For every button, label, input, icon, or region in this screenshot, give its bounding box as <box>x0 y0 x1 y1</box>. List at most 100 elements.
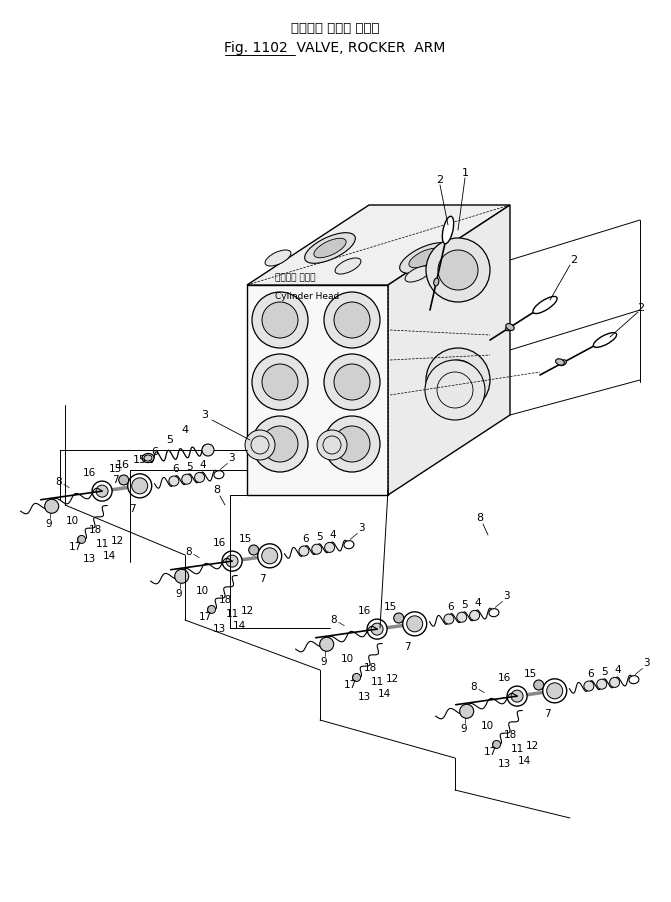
Circle shape <box>426 238 490 302</box>
Circle shape <box>312 544 322 554</box>
Text: 6: 6 <box>448 602 454 612</box>
Text: 7: 7 <box>405 642 411 652</box>
Circle shape <box>394 613 404 623</box>
Circle shape <box>226 555 238 567</box>
Text: 14: 14 <box>103 551 116 561</box>
Ellipse shape <box>142 454 154 463</box>
Text: 2: 2 <box>570 255 578 265</box>
Circle shape <box>438 360 478 400</box>
Text: 4: 4 <box>614 665 621 675</box>
Ellipse shape <box>405 266 431 282</box>
Text: 15: 15 <box>133 455 147 465</box>
Text: 2: 2 <box>436 175 444 185</box>
Circle shape <box>325 542 335 552</box>
Text: 18: 18 <box>504 731 517 741</box>
Circle shape <box>119 475 129 485</box>
Text: 13: 13 <box>498 759 511 769</box>
Circle shape <box>543 679 567 703</box>
Text: Fig. 1102  VALVE, ROCKER  ARM: Fig. 1102 VALVE, ROCKER ARM <box>224 41 446 55</box>
Circle shape <box>262 548 278 564</box>
Circle shape <box>334 364 370 400</box>
Circle shape <box>597 679 607 689</box>
Circle shape <box>222 551 242 571</box>
Ellipse shape <box>305 233 356 263</box>
Text: 9: 9 <box>176 589 183 599</box>
Text: 7: 7 <box>111 475 118 485</box>
Circle shape <box>174 569 189 584</box>
Polygon shape <box>247 205 510 285</box>
Text: 6: 6 <box>172 464 179 474</box>
Text: 14: 14 <box>233 621 246 630</box>
Text: 14: 14 <box>378 689 391 699</box>
Circle shape <box>258 544 282 568</box>
Circle shape <box>96 485 108 497</box>
Text: 17: 17 <box>199 612 212 622</box>
Ellipse shape <box>400 243 450 273</box>
Ellipse shape <box>559 360 566 365</box>
Text: 15: 15 <box>109 465 121 474</box>
Text: 16: 16 <box>358 606 371 616</box>
Circle shape <box>249 545 259 555</box>
Text: 10: 10 <box>65 516 79 526</box>
Circle shape <box>92 481 112 502</box>
Text: 4: 4 <box>474 598 480 608</box>
Circle shape <box>78 536 86 543</box>
Text: 16: 16 <box>83 468 96 478</box>
Text: 16: 16 <box>498 673 511 683</box>
Ellipse shape <box>265 250 291 266</box>
Text: 17: 17 <box>69 542 83 552</box>
Ellipse shape <box>442 216 454 244</box>
Text: 3: 3 <box>643 658 650 667</box>
Circle shape <box>262 364 298 400</box>
Circle shape <box>371 623 383 635</box>
Circle shape <box>403 612 427 636</box>
Ellipse shape <box>344 540 354 548</box>
Circle shape <box>324 354 380 410</box>
Text: 6: 6 <box>303 534 309 544</box>
Text: 2: 2 <box>637 303 645 313</box>
Polygon shape <box>388 205 510 495</box>
Text: 10: 10 <box>480 721 493 731</box>
Circle shape <box>252 292 308 348</box>
Circle shape <box>252 354 308 410</box>
Circle shape <box>493 741 501 749</box>
Text: 18: 18 <box>219 595 232 605</box>
Text: 16: 16 <box>213 538 226 548</box>
Text: 13: 13 <box>213 623 226 633</box>
Ellipse shape <box>214 471 224 479</box>
Text: 7: 7 <box>545 709 551 719</box>
Circle shape <box>299 546 309 556</box>
Text: 18: 18 <box>89 525 102 536</box>
Ellipse shape <box>593 333 617 347</box>
Text: 12: 12 <box>241 606 254 616</box>
Circle shape <box>425 360 485 420</box>
Text: 5: 5 <box>316 531 323 542</box>
Circle shape <box>584 681 594 691</box>
Circle shape <box>324 416 380 472</box>
Text: 4: 4 <box>329 529 336 540</box>
Ellipse shape <box>533 297 557 314</box>
Circle shape <box>317 430 347 460</box>
Text: 15: 15 <box>238 534 252 544</box>
Circle shape <box>245 430 275 460</box>
Circle shape <box>334 426 370 462</box>
Text: 13: 13 <box>358 692 371 702</box>
Circle shape <box>324 292 380 348</box>
Circle shape <box>457 612 467 622</box>
Text: 9: 9 <box>461 723 468 734</box>
Circle shape <box>262 302 298 338</box>
Circle shape <box>195 473 205 483</box>
Circle shape <box>202 444 214 456</box>
Circle shape <box>319 638 333 651</box>
Text: 11: 11 <box>371 676 384 686</box>
Ellipse shape <box>433 278 439 286</box>
Circle shape <box>444 614 454 624</box>
Text: 10: 10 <box>195 585 209 595</box>
Text: 4: 4 <box>199 460 206 470</box>
Text: バルブ， ロッカ アーム: バルブ， ロッカ アーム <box>291 22 379 34</box>
Text: 7: 7 <box>260 574 266 584</box>
Text: 15: 15 <box>523 669 537 679</box>
Text: 6: 6 <box>152 447 158 457</box>
Polygon shape <box>247 285 388 495</box>
Circle shape <box>45 500 58 513</box>
